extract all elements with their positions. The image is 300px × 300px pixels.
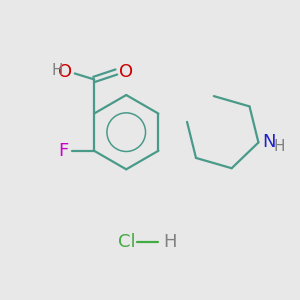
Text: F: F	[58, 142, 69, 160]
Text: H: H	[274, 139, 285, 154]
Text: Cl: Cl	[118, 233, 135, 251]
Text: H: H	[51, 63, 63, 78]
Text: O: O	[58, 63, 72, 81]
Text: O: O	[119, 63, 133, 81]
Text: H: H	[164, 233, 177, 251]
Text: N: N	[262, 134, 275, 152]
